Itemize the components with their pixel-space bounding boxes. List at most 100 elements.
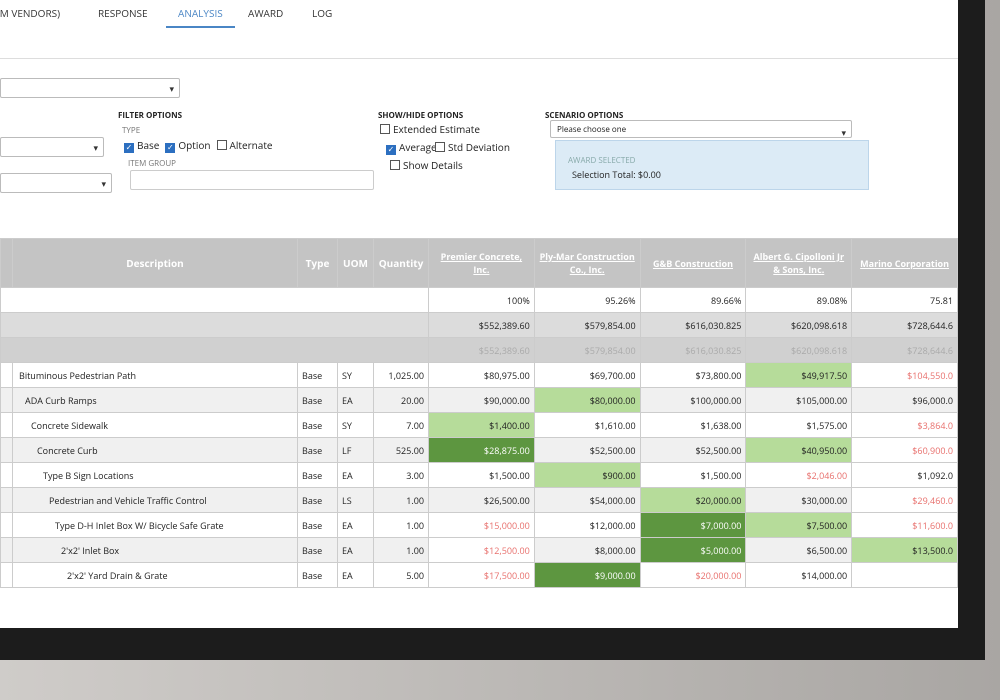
vendor-header[interactable]: Albert G. Cipolloni Jr & Sons, Inc. [745, 238, 853, 288]
tab[interactable]: AWARD [248, 6, 284, 20]
bid-cell[interactable]: $52,500.00 [533, 437, 641, 463]
scenario-select[interactable]: Please choose one [550, 120, 852, 142]
bid-cell[interactable]: $12,000.00 [533, 512, 641, 538]
bid-cell[interactable]: $6,500.00 [745, 537, 853, 563]
checkbox-label: Alternate [229, 138, 273, 152]
checkbox[interactable] [216, 140, 227, 150]
bid-cell[interactable]: $8,000.00 [533, 537, 641, 563]
award-panel: AWARD SELECTED Selection Total: $0.00 [555, 140, 869, 190]
summary-cell: $620,098.618 [745, 337, 853, 363]
vendor-header[interactable]: Premier Concrete, Inc. [428, 238, 535, 288]
bid-cell[interactable]: $73,800.00 [639, 362, 747, 388]
cell [0, 512, 13, 538]
dropdown[interactable] [0, 78, 180, 98]
bid-cell[interactable]: $1,575.00 [745, 412, 853, 438]
uom: LF [337, 437, 374, 463]
bid-cell[interactable]: $1,610.00 [533, 412, 641, 438]
quantity: 5.00 [373, 562, 429, 588]
quantity: 1,025.00 [373, 362, 429, 388]
bid-cell[interactable]: $14,000.00 [745, 562, 853, 588]
bid-cell[interactable]: $54,000.00 [533, 487, 641, 513]
bid-cell[interactable]: $104,550.0 [851, 362, 958, 388]
uom: SY [337, 412, 374, 438]
bid-cell[interactable]: $90,000.00 [428, 387, 535, 413]
bid-cell[interactable]: $20,000.00 [639, 487, 747, 513]
bid-cell[interactable]: $60,900.0 [851, 437, 958, 463]
type: Base [297, 387, 338, 413]
bid-cell[interactable]: $52,500.00 [639, 437, 747, 463]
bid-cell[interactable]: $3,864.0 [851, 412, 958, 438]
checkbox-option[interactable]: Std Deviation [435, 140, 510, 154]
tab[interactable]: ANALYSIS [166, 6, 235, 28]
dropdown[interactable] [0, 137, 104, 157]
checkbox[interactable]: ✓ [165, 142, 176, 153]
bid-cell [851, 562, 958, 588]
summary-cell: $579,854.00 [533, 337, 641, 363]
description: 2'x2' Inlet Box [12, 537, 298, 563]
bid-cell[interactable]: $69,700.00 [533, 362, 641, 388]
tab[interactable]: OM VENDORS) [0, 6, 61, 20]
bid-cell[interactable]: $1,400.00 [428, 412, 535, 438]
bid-cell[interactable]: $7,500.00 [745, 512, 853, 538]
bid-cell[interactable]: $9,000.00 [533, 562, 641, 588]
checkbox-option[interactable]: ✓ Option [165, 138, 211, 153]
checkbox[interactable]: ✓ [124, 142, 134, 153]
checkbox[interactable] [390, 160, 400, 170]
label: AWARD SELECTED [568, 155, 636, 166]
dropdown[interactable] [0, 173, 112, 193]
quantity: 20.00 [373, 387, 429, 413]
bid-cell[interactable]: $1,638.00 [639, 412, 747, 438]
bid-cell[interactable]: $13,500.0 [851, 537, 958, 563]
tab[interactable]: RESPONSE [98, 6, 148, 20]
bid-cell[interactable]: $30,000.00 [745, 487, 853, 513]
bid-cell[interactable]: $100,000.00 [639, 387, 747, 413]
description: Type B Sign Locations [12, 462, 298, 488]
bid-cell[interactable]: $12,500.00 [428, 537, 535, 563]
bid-cell[interactable]: $26,500.00 [428, 487, 535, 513]
bid-cell[interactable]: $40,950.00 [745, 437, 853, 463]
bid-cell[interactable]: $1,092.0 [851, 462, 958, 488]
vendor-header[interactable]: Ply-Mar Construction Co., Inc. [533, 238, 641, 288]
item-row: 2'x2' Inlet Box Base EA 1.00 $12,500.00 $8,00… [0, 537, 958, 563]
bid-cell[interactable]: $96,000.0 [851, 387, 958, 413]
bid-cell[interactable]: $17,500.00 [428, 562, 535, 588]
type: Base [297, 412, 338, 438]
bid-cell[interactable]: $29,460.0 [851, 487, 958, 513]
vendor-header[interactable]: Marino Corporation [851, 238, 958, 288]
bid-cell[interactable]: $80,000.00 [533, 387, 641, 413]
section-title: SCENARIO OPTIONS [545, 110, 624, 121]
bid-cell[interactable]: $2,046.00 [745, 462, 853, 488]
bid-cell[interactable]: $900.00 [533, 462, 641, 488]
vendor-header[interactable]: G&B Construction [639, 238, 747, 288]
checkbox-option[interactable]: Extended Estimate [380, 122, 480, 136]
checkbox[interactable] [435, 142, 445, 152]
bid-cell[interactable]: $7,000.00 [639, 512, 747, 538]
checkbox-option[interactable]: Show Details [390, 158, 463, 172]
checkbox-option[interactable]: ✓ Base [124, 138, 159, 153]
bid-cell[interactable]: $5,000.00 [639, 537, 747, 563]
item-row: ADA Curb Ramps Base EA 20.00 $90,000.00 $80,0… [0, 387, 958, 413]
checkbox[interactable] [380, 124, 390, 134]
bid-cell[interactable]: $1,500.00 [639, 462, 747, 488]
text-input[interactable] [130, 170, 374, 190]
checkbox[interactable]: ✓ [386, 144, 396, 155]
checkbox-group: ✓ Base ✓ Option Alternate [124, 138, 279, 153]
checkbox-label: Extended Estimate [393, 122, 480, 136]
bid-cell[interactable]: $49,917.50 [745, 362, 853, 388]
checkbox-option[interactable]: Alternate [216, 138, 273, 152]
bid-cell[interactable]: $80,975.00 [428, 362, 535, 388]
checkbox-option[interactable]: ✓ Average [386, 140, 437, 155]
cell [0, 312, 429, 338]
bid-cell[interactable]: $1,500.00 [428, 462, 535, 488]
header-cell [0, 238, 13, 288]
bid-cell[interactable]: $11,600.0 [851, 512, 958, 538]
summary-row: 100% 95.26% 89.66% 89.08% 75.81 [0, 287, 958, 313]
bid-cell[interactable]: $28,875.00 [428, 437, 535, 463]
quantity: 1.00 [373, 512, 429, 538]
cell [0, 462, 13, 488]
description: Bituminous Pedestrian Path [12, 362, 298, 388]
bid-cell[interactable]: $20,000.00 [639, 562, 747, 588]
bid-cell[interactable]: $105,000.00 [745, 387, 853, 413]
tab[interactable]: LOG [312, 6, 333, 20]
bid-cell[interactable]: $15,000.00 [428, 512, 535, 538]
